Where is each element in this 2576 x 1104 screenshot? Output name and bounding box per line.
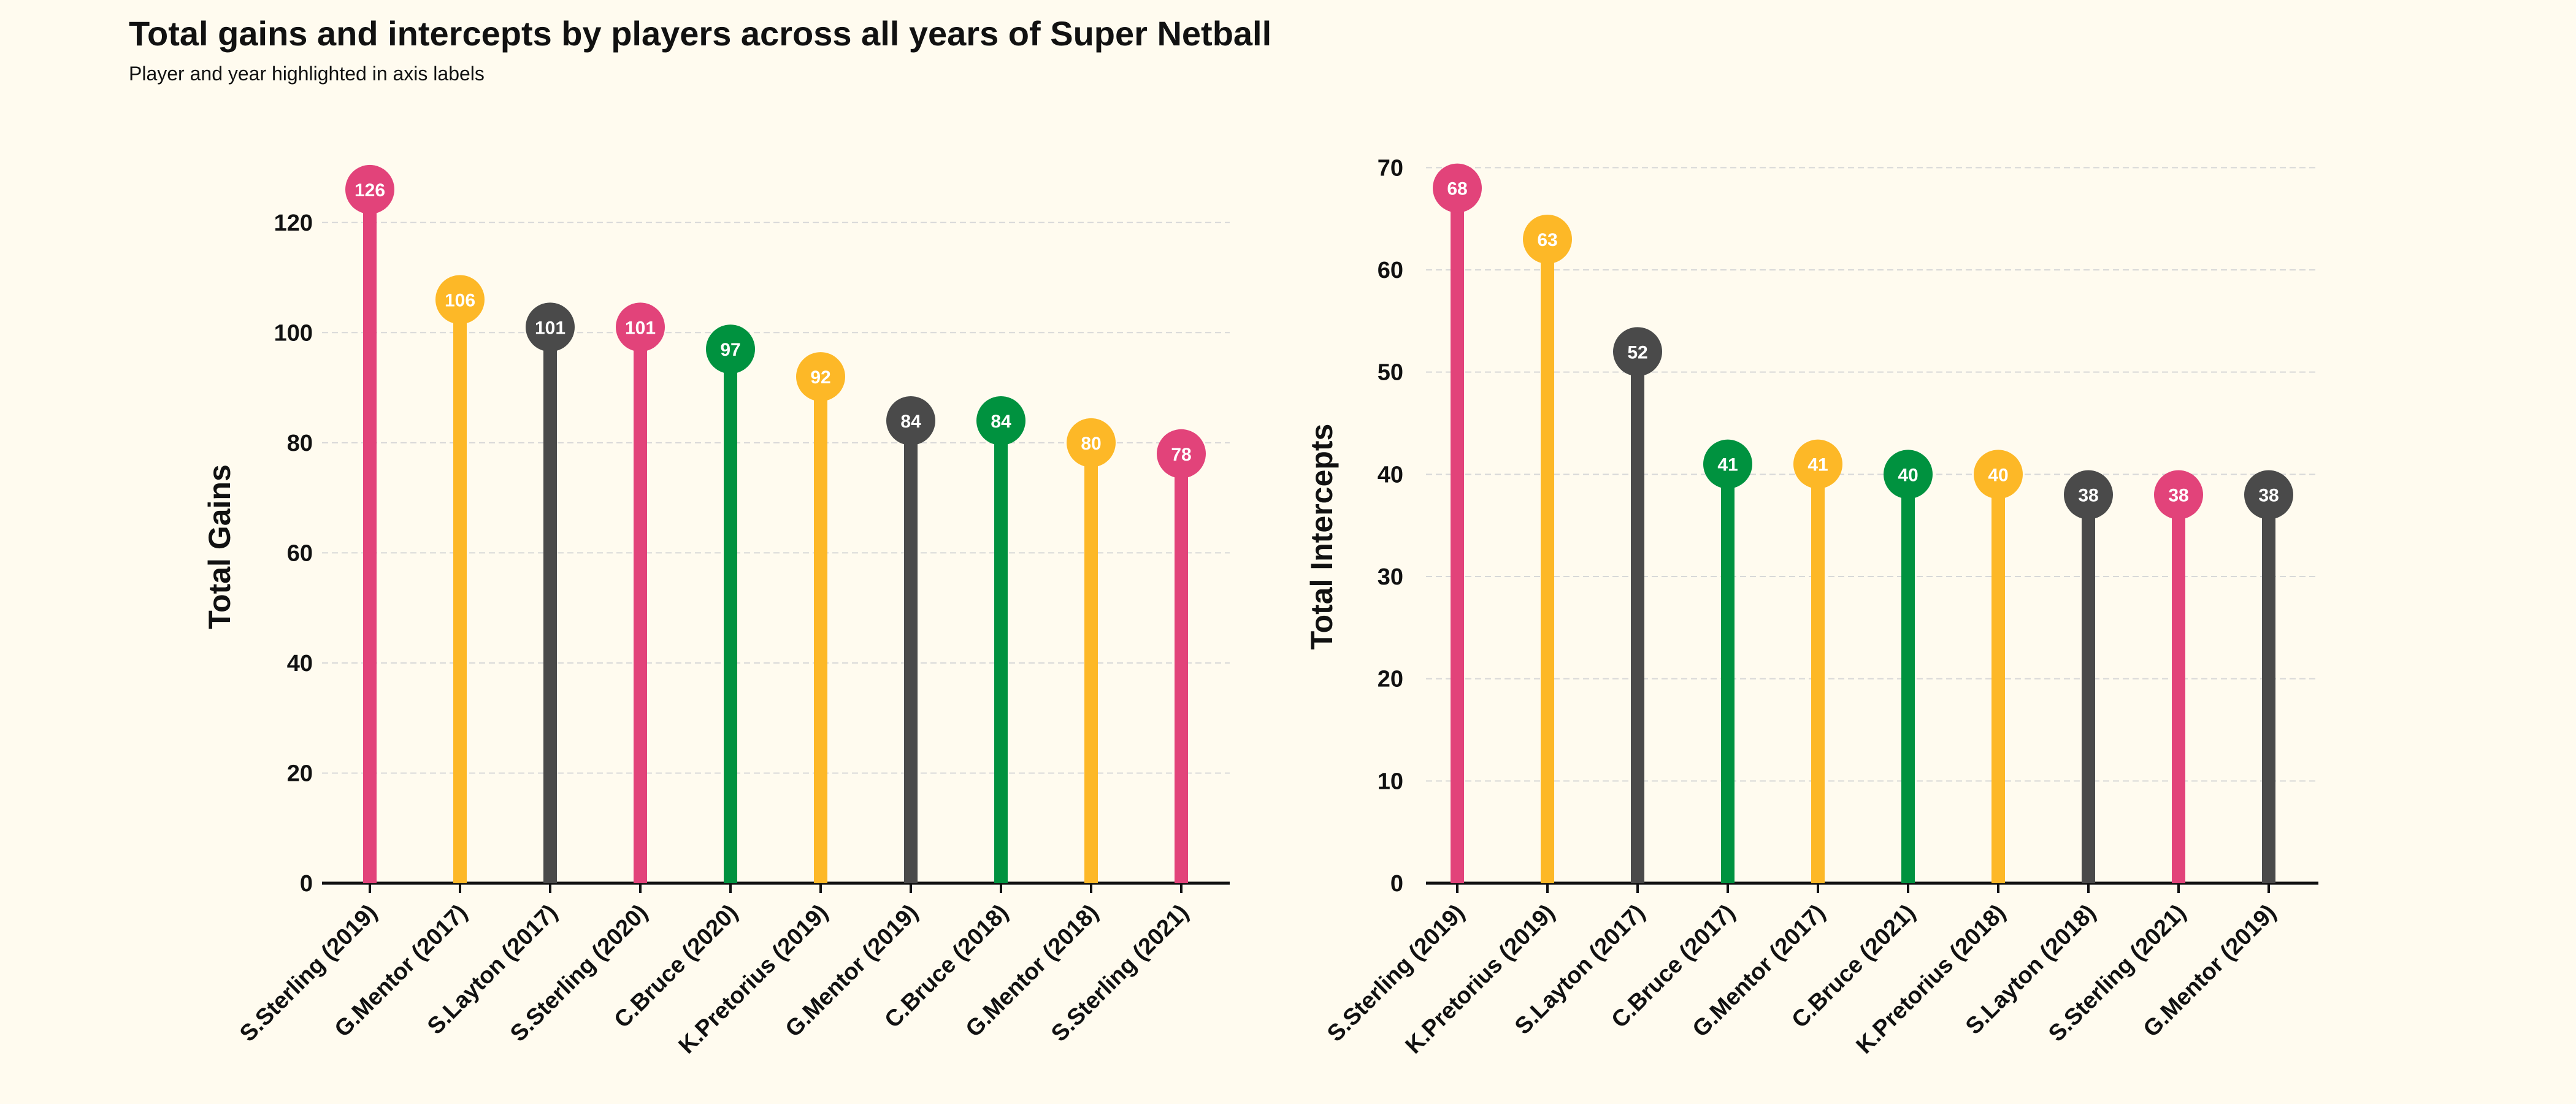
gains-y-tick-label: 0 (300, 871, 313, 897)
intercepts-category-label: K.Pretorius (2019) (1401, 900, 1560, 1059)
intercepts-dot (1613, 327, 1662, 377)
gains-y-tick-label: 20 (287, 761, 313, 786)
gains-y-tick-label: 60 (287, 540, 313, 566)
intercepts-category-label: K.Pretorius (2018) (1852, 900, 2011, 1059)
gains-value-label: 101 (625, 318, 656, 338)
gains-y-tick-label: 120 (274, 210, 313, 236)
intercepts-value-label: 52 (1627, 342, 1647, 362)
gains-dot (706, 324, 755, 374)
intercepts-dot (1433, 163, 1482, 213)
chart-subtitle: Player and year highlighted in axis labe… (129, 63, 485, 85)
intercepts-y-tick-label: 30 (1378, 564, 1403, 590)
gains-value-label: 106 (445, 290, 475, 310)
gains-dot (526, 302, 575, 352)
intercepts-y-tick-label: 50 (1378, 360, 1403, 386)
intercepts-value-label: 38 (2168, 486, 2188, 506)
gains-y-tick-label: 40 (287, 651, 313, 677)
intercepts-value-label: 38 (2258, 486, 2279, 506)
intercepts-dot (1974, 450, 2023, 499)
gains-dot (1157, 429, 1206, 478)
gains-dot (616, 302, 665, 352)
intercepts-dot (1884, 450, 1933, 499)
gains-y-tick-label: 100 (274, 320, 313, 346)
intercepts-value-label: 41 (1717, 455, 1738, 475)
intercepts-y-tick-label: 0 (1390, 871, 1403, 897)
gains-value-label: 80 (1081, 434, 1101, 454)
gains-value-label: 97 (720, 340, 740, 360)
gains-dot (1067, 418, 1116, 467)
gains-value-label: 126 (355, 180, 385, 201)
intercepts-dot (1793, 439, 1842, 489)
chart-title: Total gains and intercepts by players ac… (129, 14, 1272, 53)
intercepts-dot (1523, 215, 1572, 264)
gains-value-label: 84 (991, 412, 1011, 432)
intercepts-dot (2064, 470, 2113, 519)
intercepts-dot (2244, 470, 2293, 519)
gains-dot (435, 275, 485, 324)
intercepts-dot (2154, 470, 2203, 519)
intercepts-y-tick-label: 10 (1378, 769, 1403, 794)
intercepts-value-label: 63 (1537, 230, 1557, 250)
intercepts-value-label: 68 (1447, 179, 1467, 199)
intercepts-y-axis-title: Total Intercepts (1305, 424, 1339, 650)
intercepts-value-label: 40 (1988, 465, 2008, 485)
intercepts-y-tick-label: 40 (1378, 462, 1403, 488)
intercepts-value-label: 41 (1807, 455, 1828, 475)
gains-dot (976, 396, 1025, 445)
gains-value-label: 101 (535, 318, 565, 338)
gains-y-axis-title: Total Gains (202, 464, 237, 629)
gains-value-label: 78 (1171, 445, 1191, 465)
gains-dot (345, 164, 394, 214)
intercepts-y-tick-label: 20 (1378, 667, 1403, 692)
gains-dot (886, 396, 935, 445)
intercepts-y-tick-label: 60 (1378, 258, 1403, 283)
intercepts-value-label: 38 (2078, 486, 2098, 506)
intercepts-dot (1703, 439, 1752, 489)
intercepts-value-label: 40 (1898, 465, 1918, 485)
gains-value-label: 92 (810, 367, 830, 388)
gains-dot (796, 352, 845, 402)
gains-value-label: 84 (900, 412, 921, 432)
gains-y-tick-label: 80 (287, 431, 313, 456)
intercepts-y-tick-label: 70 (1378, 155, 1403, 181)
